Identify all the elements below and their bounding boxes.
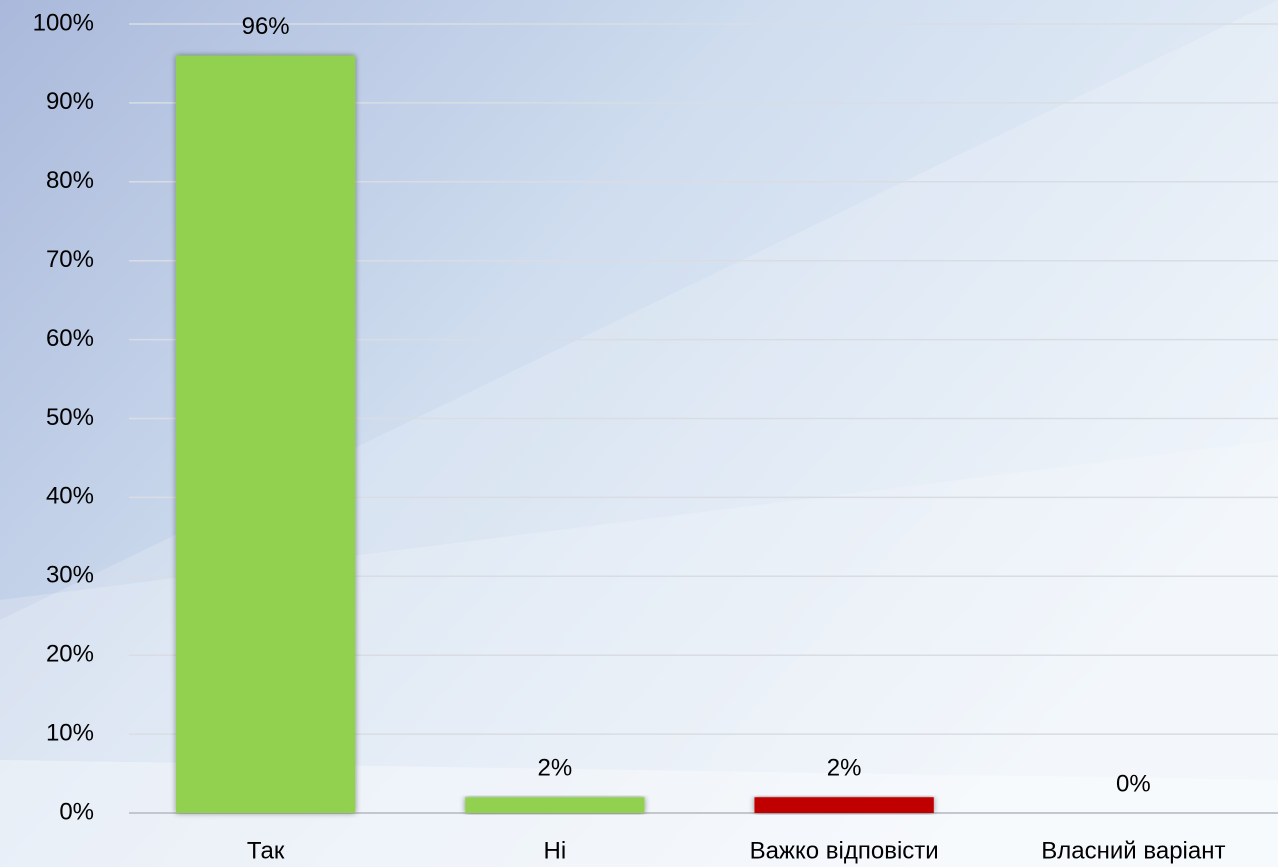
data-label: 0%: [1116, 770, 1151, 797]
bar: [175, 55, 356, 814]
y-tick-label: 80%: [46, 167, 94, 194]
bar: [465, 797, 645, 813]
y-tick-label: 70%: [46, 246, 94, 273]
plot-area: 0% 10% 20% 30% 40% 50% 60% 70% 80% 90% 100% Так 96% Н…: [33, 9, 1278, 864]
y-tick-label: 40%: [46, 483, 94, 510]
x-tick-label: Ні: [544, 837, 567, 864]
y-tick-label: 0%: [59, 798, 94, 825]
y-tick-label: 100%: [33, 9, 94, 36]
data-label: 96%: [242, 13, 290, 40]
y-tick-label: 10%: [46, 719, 94, 746]
y-tick-label: 90%: [46, 88, 94, 115]
bar: [754, 797, 934, 813]
y-tick-label: 50%: [46, 404, 94, 431]
x-tick-label: Так: [247, 837, 285, 864]
y-tick-label: 20%: [46, 641, 94, 668]
x-tick-label: Власний варіант: [1041, 837, 1225, 864]
y-tick-label: 30%: [46, 562, 94, 589]
x-tick-label: Важко відповісти: [750, 837, 939, 864]
data-label: 2%: [827, 755, 862, 782]
data-label: 2%: [538, 755, 573, 782]
y-tick-label: 60%: [46, 325, 94, 352]
